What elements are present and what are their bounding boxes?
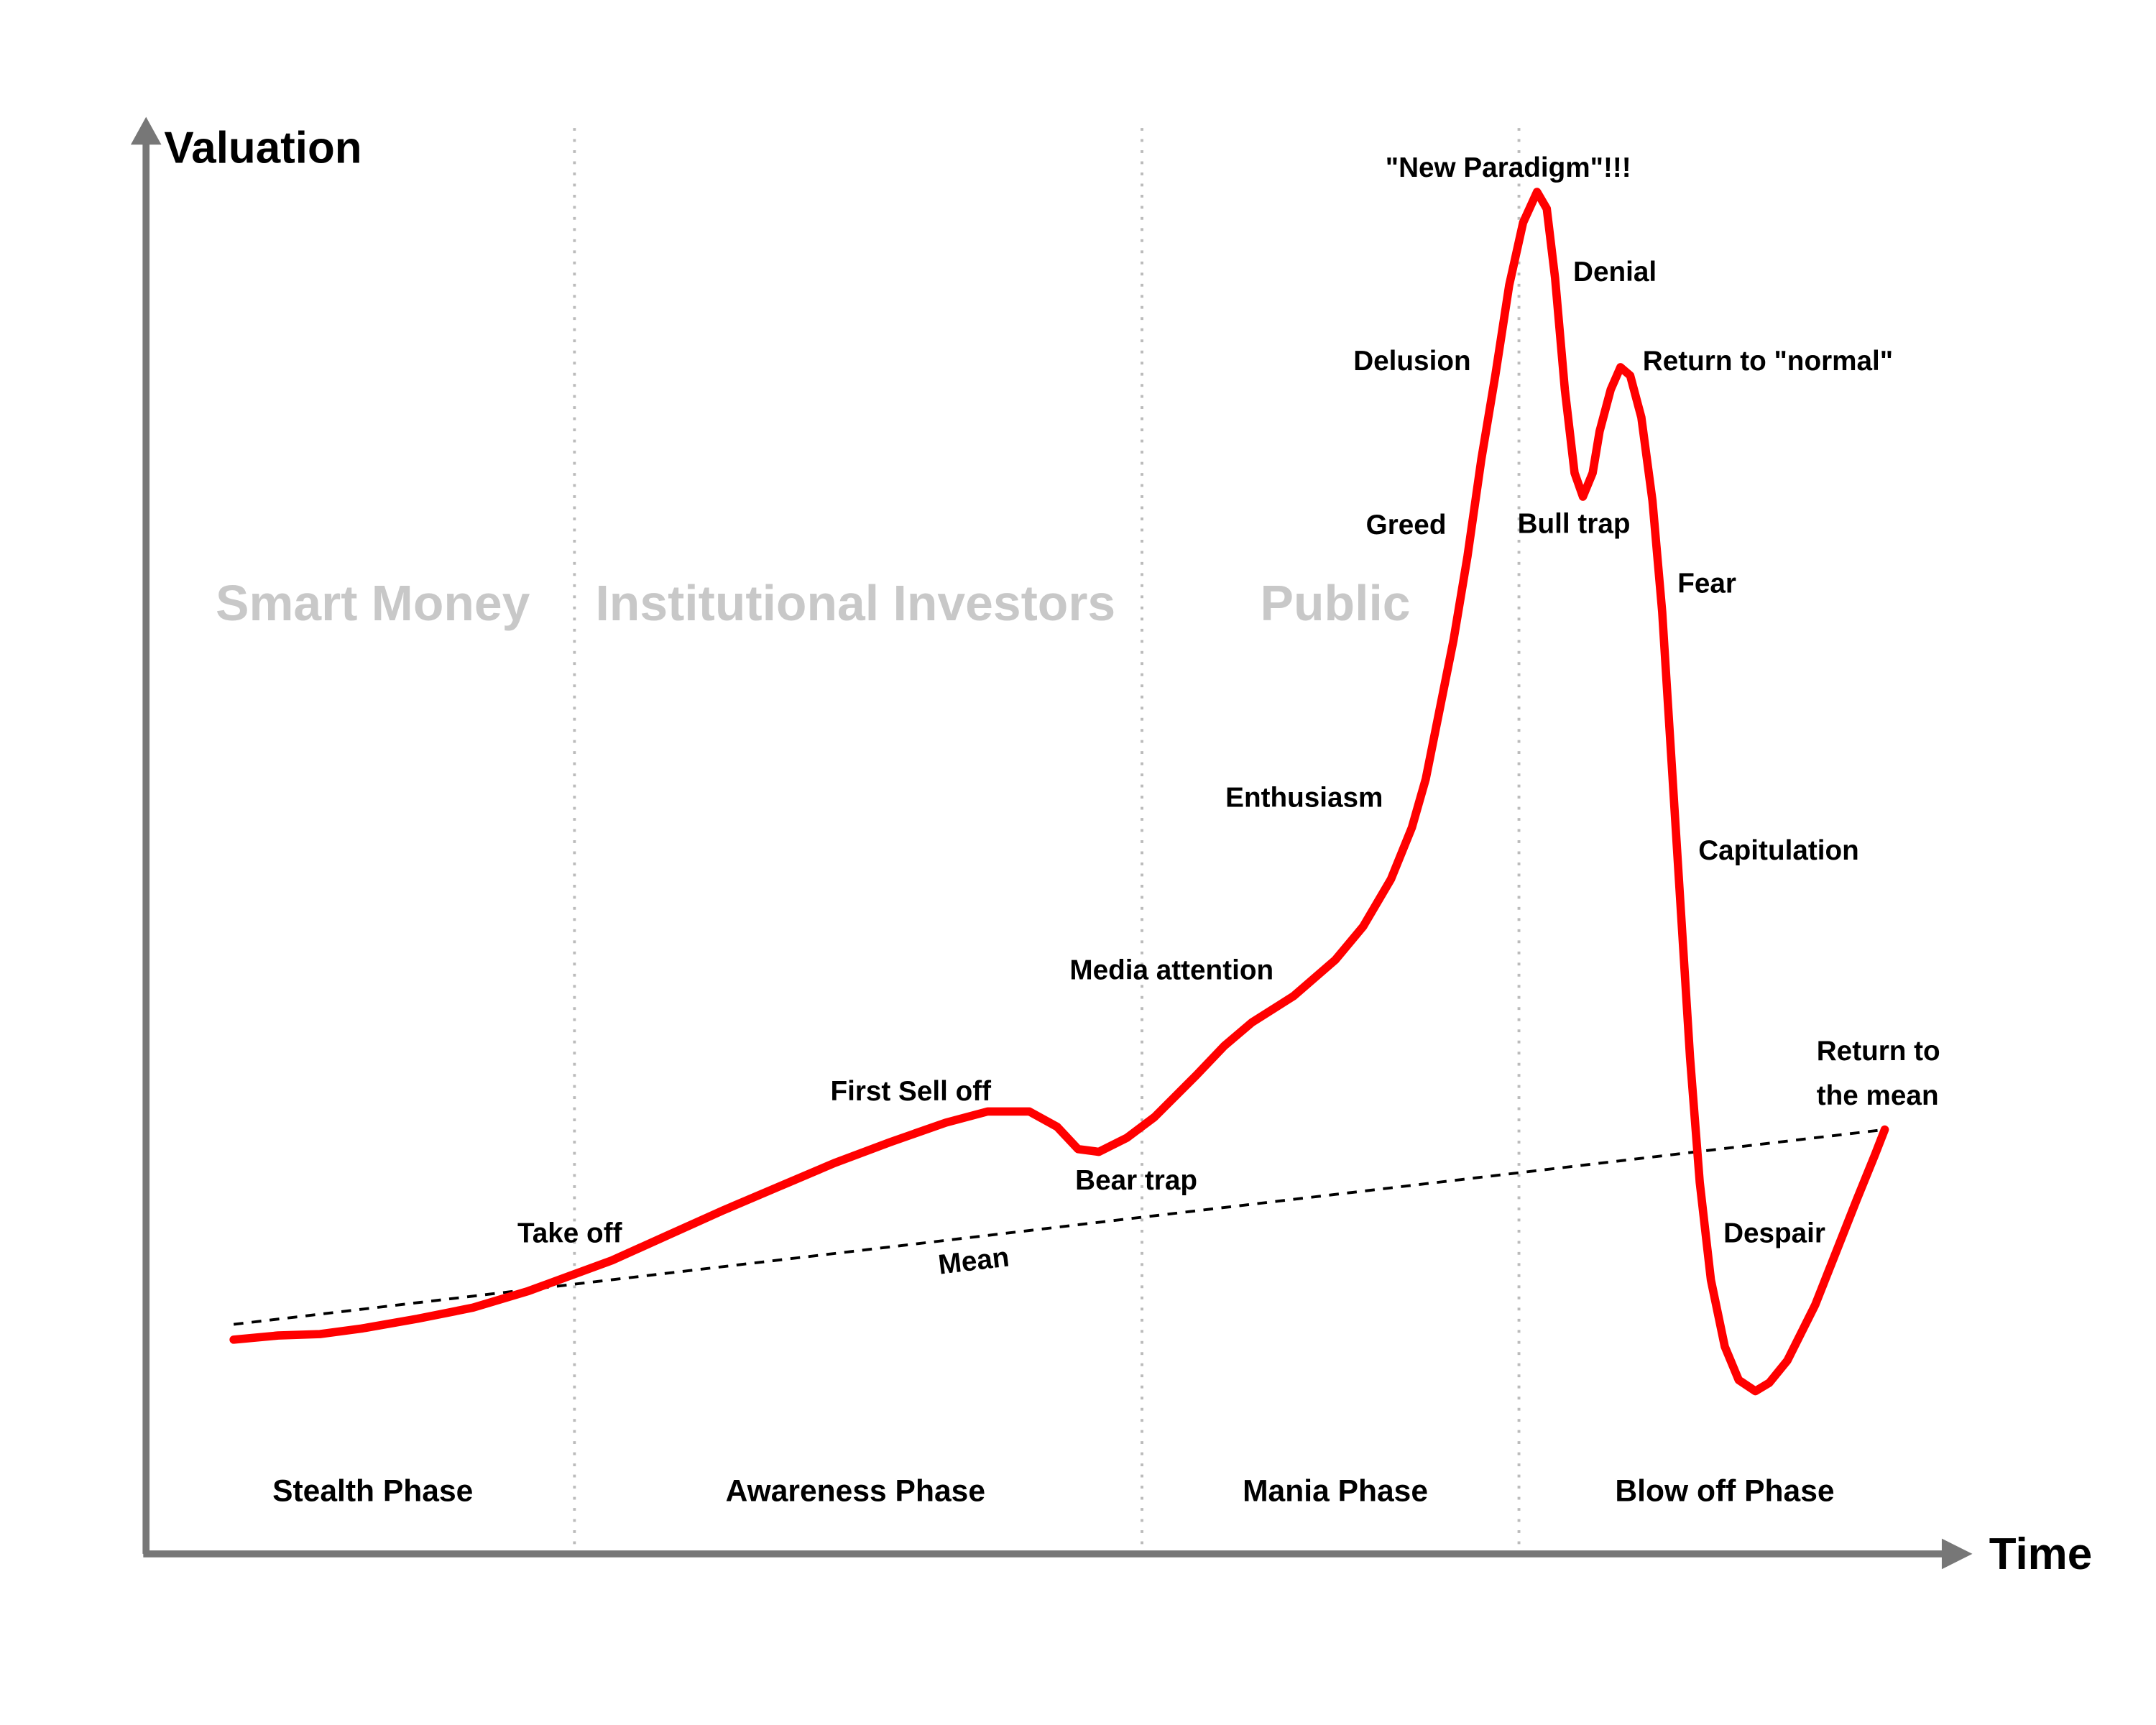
annotation: Denial [1573,257,1657,288]
annotation: Capitulation [1698,835,1859,866]
annotation: Media attention [1069,955,1273,986]
valuation-curve [229,188,1889,1396]
phase-label: Awareness Phase [726,1473,985,1508]
phase-dividers [573,128,1521,1545]
y-axis-label: Valuation [164,123,361,172]
x-axis-label: Time [1989,1530,2092,1579]
group-label: Smart Money [216,575,530,631]
annotation: Greed [1366,510,1447,540]
annotation: Return to "normal" [1643,346,1893,377]
x-arrow [1941,1538,1973,1570]
annotation: "New Paradigm"!!! [1386,152,1631,183]
phase-label: Blow off Phase [1615,1473,1834,1508]
annotation: Bull trap [1518,508,1631,539]
mean-line [233,1128,1885,1326]
annotation: Despair [1723,1218,1825,1248]
phase-label: Mania Phase [1243,1473,1428,1508]
y-arrow [130,116,162,145]
axes [130,116,1973,1570]
phase-label: Stealth Phase [272,1473,473,1508]
annotation: Return to [1817,1036,1940,1067]
annotation: First Sell off [830,1076,991,1107]
group-label: Public [1261,575,1411,631]
annotation: Fear [1677,569,1736,599]
annotation: Delusion [1353,346,1470,377]
group-label: Institutional Investors [595,575,1115,631]
annotation: the mean [1817,1080,1939,1111]
annotation: Enthusiasm [1225,783,1383,814]
annotation: Bear trap [1075,1165,1197,1196]
annotation: Take off [517,1218,622,1248]
